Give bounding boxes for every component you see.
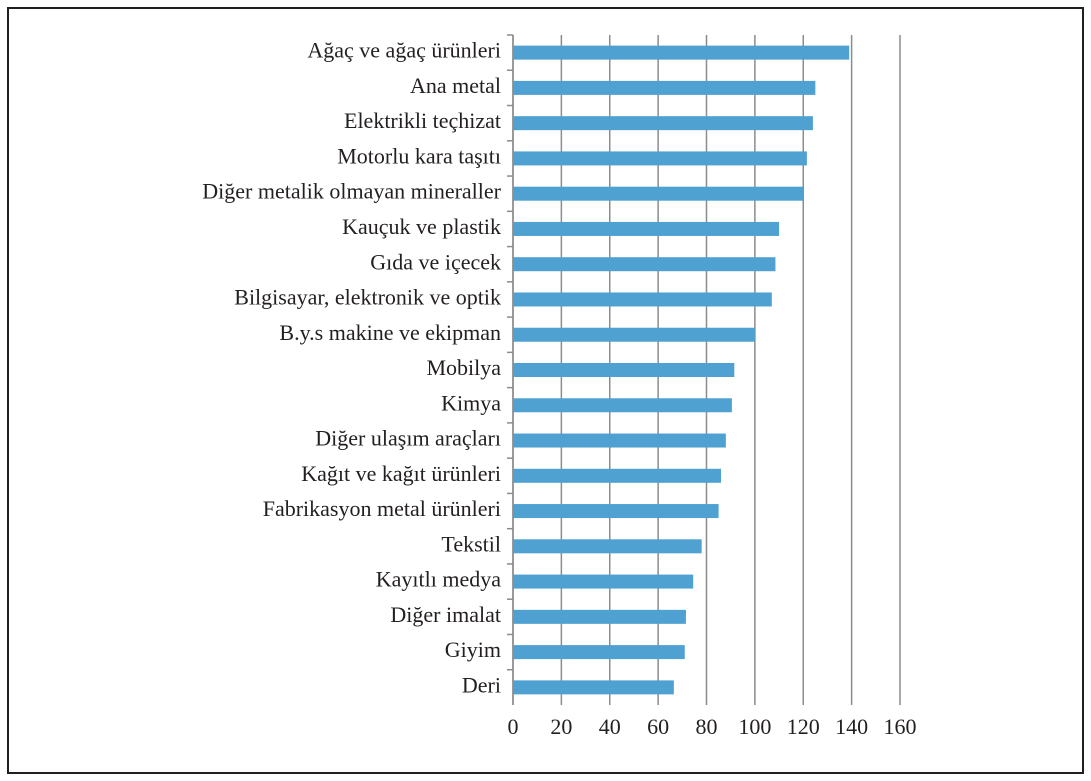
bar — [513, 504, 719, 519]
y-tick-label: Kağıt ve kağıt ürünleri — [301, 461, 501, 486]
bar — [513, 151, 807, 166]
y-tick-label: Deri — [462, 672, 501, 697]
x-tick-label: 80 — [696, 714, 718, 739]
bar — [513, 468, 722, 483]
x-tick-label: 160 — [884, 714, 917, 739]
bar — [513, 327, 755, 342]
y-tick-label: Diğer ulaşım araçları — [315, 426, 501, 451]
bar — [513, 186, 804, 201]
x-tick-label: 140 — [835, 714, 868, 739]
bar — [513, 680, 674, 695]
bar — [513, 645, 685, 660]
x-tick-label: 100 — [738, 714, 771, 739]
y-tick-label: Diğer imalat — [390, 602, 501, 627]
y-tick-label: Kimya — [441, 390, 501, 415]
x-tick-label: 0 — [508, 714, 519, 739]
y-tick-label: Mobilya — [426, 355, 501, 380]
y-tick-label: Fabrikasyon metal ürünleri — [263, 496, 501, 521]
x-tick-label: 40 — [599, 714, 621, 739]
y-tick-label: B.y.s makine ve ekipman — [279, 320, 501, 345]
bar — [513, 257, 776, 272]
y-tick-label: Kayıtlı medya — [376, 567, 501, 592]
y-tick-label: Kauçuk ve plastik — [342, 214, 501, 239]
bar — [513, 45, 850, 60]
bar — [513, 574, 694, 589]
y-tick-label: Gıda ve içecek — [370, 249, 501, 274]
frame — [7, 7, 1084, 774]
bar — [513, 433, 726, 448]
y-tick-label: Bilgisayar, elektronik ve optik — [234, 285, 501, 310]
bar — [513, 398, 732, 413]
y-tick-label: Giyim — [445, 637, 501, 662]
bar — [513, 539, 702, 554]
bar — [513, 116, 813, 131]
y-tick-label: Elektrikli teçhizat — [344, 108, 501, 133]
bar — [513, 221, 780, 236]
x-tick-label: 60 — [647, 714, 669, 739]
y-tick-label: Motorlu kara taşıtı — [337, 143, 501, 168]
y-tick-label: Diğer metalik olmayan mineraller — [202, 179, 501, 204]
y-tick-label: Ağaç ve ağaç ürünleri — [307, 38, 501, 63]
bar — [513, 80, 816, 95]
y-tick-label: Ana metal — [410, 73, 501, 98]
bar — [513, 609, 686, 624]
bar — [513, 363, 735, 377]
x-tick-label: 120 — [787, 714, 820, 739]
bar — [513, 292, 772, 307]
y-tick-label: Tekstil — [441, 531, 501, 556]
x-tick-label: 20 — [550, 714, 572, 739]
